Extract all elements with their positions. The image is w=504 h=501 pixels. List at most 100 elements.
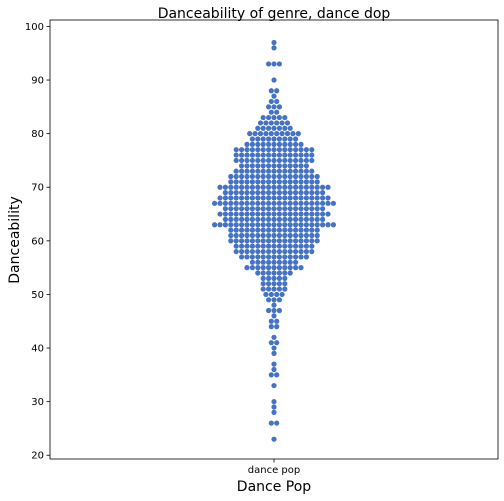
- data-point: [255, 200, 261, 206]
- data-point: [260, 179, 266, 185]
- data-point: [255, 125, 261, 131]
- data-point: [282, 270, 288, 276]
- data-point: [309, 216, 315, 222]
- data-point: [282, 125, 288, 131]
- data-point: [233, 179, 239, 185]
- data-point: [255, 136, 261, 142]
- data-point: [266, 216, 272, 222]
- data-point: [233, 168, 239, 174]
- data-point: [233, 157, 239, 164]
- data-point: [266, 307, 272, 314]
- y-tick-label: 40: [31, 344, 44, 355]
- data-point: [287, 211, 293, 217]
- data-point: [239, 211, 245, 217]
- data-point: [249, 206, 255, 212]
- data-point: [255, 179, 261, 185]
- data-point: [260, 125, 266, 131]
- data-point: [298, 200, 304, 206]
- data-point: [260, 265, 266, 271]
- data-point: [249, 168, 255, 174]
- data-point: [266, 125, 272, 131]
- data-point: [309, 200, 315, 206]
- data-point: [255, 238, 261, 244]
- data-point: [314, 238, 320, 244]
- data-point: [276, 173, 282, 180]
- data-point: [287, 200, 293, 206]
- data-point: [260, 184, 266, 190]
- data-point: [320, 195, 326, 201]
- data-point: [271, 334, 277, 340]
- data-point: [320, 222, 326, 228]
- data-point: [217, 200, 223, 206]
- data-point: [228, 227, 234, 233]
- data-point: [271, 157, 277, 164]
- data-point: [266, 206, 272, 212]
- y-tick-label: 50: [31, 290, 44, 301]
- data-point: [260, 147, 266, 153]
- data-point: [266, 200, 272, 206]
- data-point: [298, 206, 304, 212]
- data-point: [255, 152, 261, 158]
- y-tick-label: 60: [31, 236, 44, 247]
- data-point: [282, 216, 288, 222]
- data-point: [266, 152, 272, 158]
- data-point: [276, 157, 282, 164]
- data-point: [274, 109, 280, 115]
- data-point: [244, 211, 250, 217]
- data-point: [249, 179, 255, 185]
- data-point: [287, 141, 293, 147]
- data-point: [271, 270, 277, 276]
- data-point: [268, 88, 274, 94]
- data-point: [244, 163, 250, 169]
- data-point: [266, 270, 272, 276]
- data-point: [255, 184, 261, 190]
- data-point: [239, 152, 245, 158]
- data-point: [249, 243, 255, 249]
- data-point: [282, 206, 288, 212]
- data-point: [266, 195, 272, 201]
- data-point: [276, 152, 282, 158]
- data-point: [255, 173, 261, 180]
- data-point: [282, 141, 288, 147]
- data-point: [309, 206, 315, 212]
- data-point: [228, 232, 234, 239]
- data-point: [266, 259, 272, 265]
- data-point: [228, 216, 234, 222]
- data-point: [314, 216, 320, 222]
- data-point: [249, 232, 255, 239]
- data-point: [271, 125, 277, 131]
- data-point: [271, 409, 277, 415]
- data-point: [228, 173, 234, 180]
- data-point: [325, 184, 331, 190]
- data-point: [282, 168, 288, 174]
- data-point: [268, 98, 274, 105]
- data-point: [276, 286, 282, 292]
- data-point: [303, 184, 309, 190]
- data-point: [293, 190, 299, 196]
- data-point: [314, 227, 320, 233]
- data-point: [282, 152, 288, 158]
- data-point: [239, 254, 245, 260]
- data-point: [249, 173, 255, 180]
- data-point: [252, 131, 258, 137]
- data-point: [287, 173, 293, 180]
- data-point: [287, 232, 293, 239]
- data-point: [276, 232, 282, 239]
- data-point: [255, 227, 261, 233]
- data-point: [287, 243, 293, 249]
- data-point: [271, 104, 277, 110]
- data-points: [212, 39, 336, 442]
- data-point: [276, 190, 282, 196]
- data-point: [276, 243, 282, 249]
- data-point: [293, 211, 299, 217]
- data-point: [260, 141, 266, 147]
- data-point: [274, 131, 280, 137]
- data-point: [282, 136, 288, 142]
- data-point: [255, 248, 261, 255]
- data-point: [266, 227, 272, 233]
- data-point: [282, 147, 288, 153]
- data-point: [303, 248, 309, 255]
- data-point: [239, 232, 245, 239]
- data-point: [244, 184, 250, 190]
